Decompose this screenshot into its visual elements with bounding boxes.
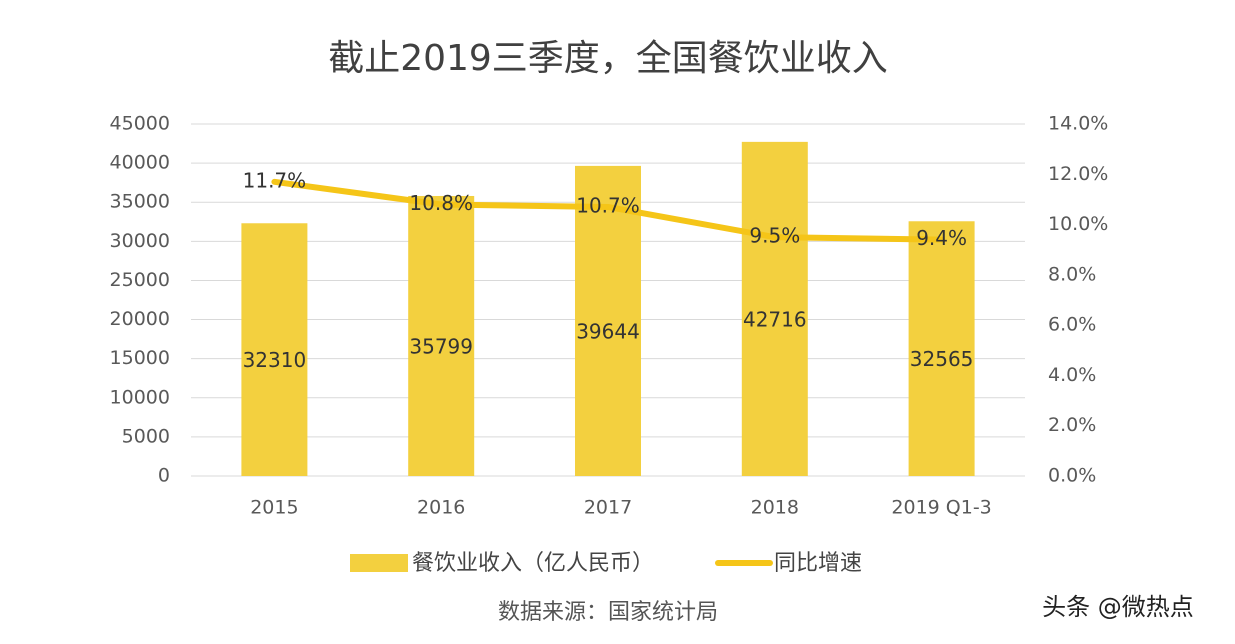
watermark: 头条 @微热点 (1042, 593, 1194, 621)
y-tick-label: 40000 (110, 152, 170, 174)
bar (241, 223, 308, 476)
y2-tick-label: 14.0% (1048, 113, 1108, 135)
y2-tick-label: 8.0% (1048, 263, 1096, 285)
bar (575, 165, 641, 477)
y2-tick-label: 6.0% (1048, 314, 1096, 336)
data-label: 39644 (576, 319, 640, 343)
y-tick-label: 35000 (110, 191, 170, 213)
x-tick-label: 2018 (751, 497, 799, 519)
x-tick-label: 2017 (584, 497, 632, 519)
data-label: 42716 (743, 307, 807, 331)
data-label: 9.4% (916, 226, 967, 250)
data-label: 35799 (409, 334, 473, 358)
bar (408, 195, 475, 476)
x-tick-label: 2015 (250, 497, 298, 519)
legend-label: 同比增速 (774, 551, 862, 576)
y-tick-label: 20000 (110, 308, 170, 330)
data-label: 9.5% (749, 224, 800, 248)
y-tick-label: 30000 (110, 230, 170, 252)
legend-swatch (350, 554, 408, 572)
y-tick-label: 5000 (122, 425, 170, 447)
data-label: 32565 (910, 347, 974, 371)
y-tick-label: 10000 (110, 386, 170, 408)
data-label: 10.7% (576, 193, 640, 217)
data-label: 11.7% (243, 168, 307, 192)
data-label: 10.8% (409, 191, 473, 215)
y2-tick-label: 2.0% (1048, 414, 1096, 436)
bar (741, 141, 808, 476)
y-tick-label: 45000 (110, 113, 170, 135)
bar (908, 221, 975, 476)
y2-tick-label: 12.0% (1048, 163, 1108, 185)
x-tick-label: 2016 (417, 497, 465, 519)
y2-tick-label: 10.0% (1048, 213, 1108, 235)
line (271, 178, 945, 243)
y-tick-label: 25000 (110, 269, 170, 291)
x-tick-label: 2019 Q1-3 (891, 497, 991, 519)
y2-tick-label: 4.0% (1048, 364, 1096, 386)
data-label: 32310 (243, 348, 307, 372)
y-tick-label: 15000 (110, 347, 170, 369)
source: 数据来源：国家统计局 (498, 600, 718, 625)
chart-title: 截止2019三季度，全国餐饮业收入 (328, 38, 888, 79)
legend-label: 餐饮业收入（亿人民币） (412, 551, 654, 576)
y-tick-label: 0 (158, 465, 170, 487)
y2-tick-label: 0.0% (1048, 465, 1096, 487)
